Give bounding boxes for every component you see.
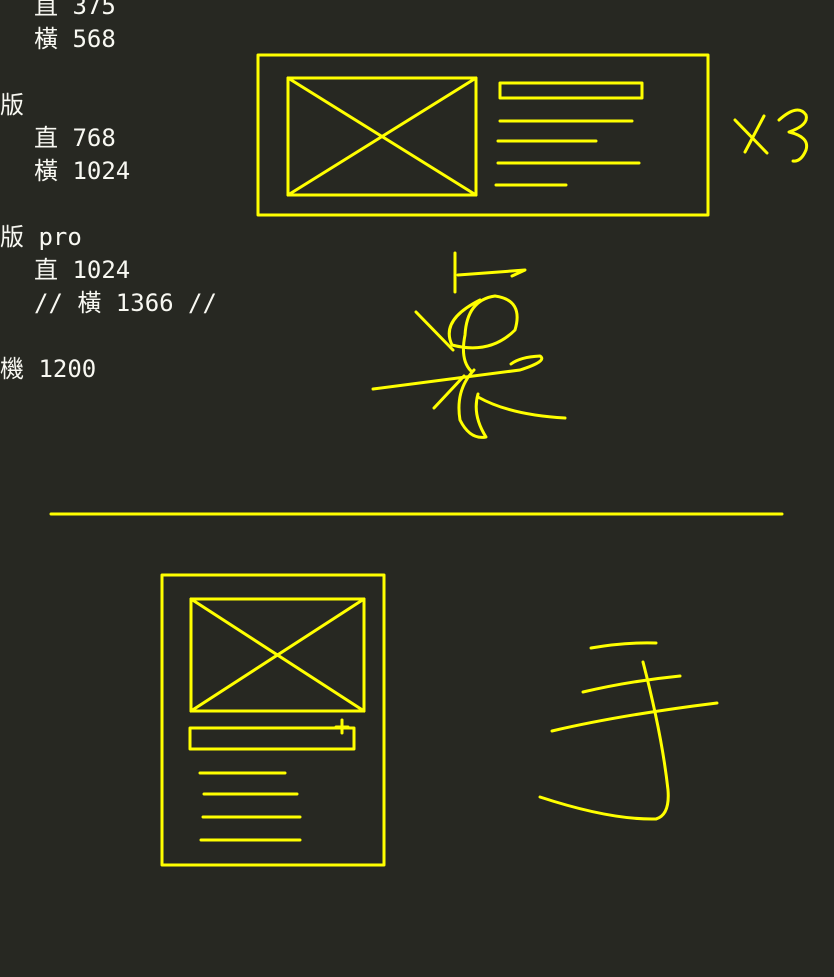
handwritten-stroke — [416, 312, 453, 350]
handwritten-stroke — [449, 296, 517, 371]
desktop-handwritten-label — [373, 253, 565, 437]
handwritten-stroke — [591, 643, 656, 648]
handwritten-stroke — [478, 397, 565, 418]
mobile-image-placeholder — [191, 599, 364, 711]
handwritten-stroke — [459, 370, 486, 437]
handwritten-stroke — [735, 120, 767, 153]
handwritten-stroke — [458, 270, 525, 276]
handwritten-stroke — [552, 703, 717, 731]
mobile-handwritten-label — [540, 643, 717, 819]
x3-note — [735, 110, 807, 161]
mobile-title-placeholder — [190, 728, 354, 749]
handwritten-stroke — [583, 676, 680, 692]
desktop-wireframe — [258, 55, 708, 215]
desktop-title-placeholder — [500, 83, 642, 98]
handwritten-stroke — [779, 110, 807, 161]
mobile-card-frame — [162, 575, 384, 865]
desktop-image-placeholder — [288, 78, 476, 195]
mobile-wireframe — [162, 575, 384, 865]
handwritten-stroke — [540, 662, 668, 819]
